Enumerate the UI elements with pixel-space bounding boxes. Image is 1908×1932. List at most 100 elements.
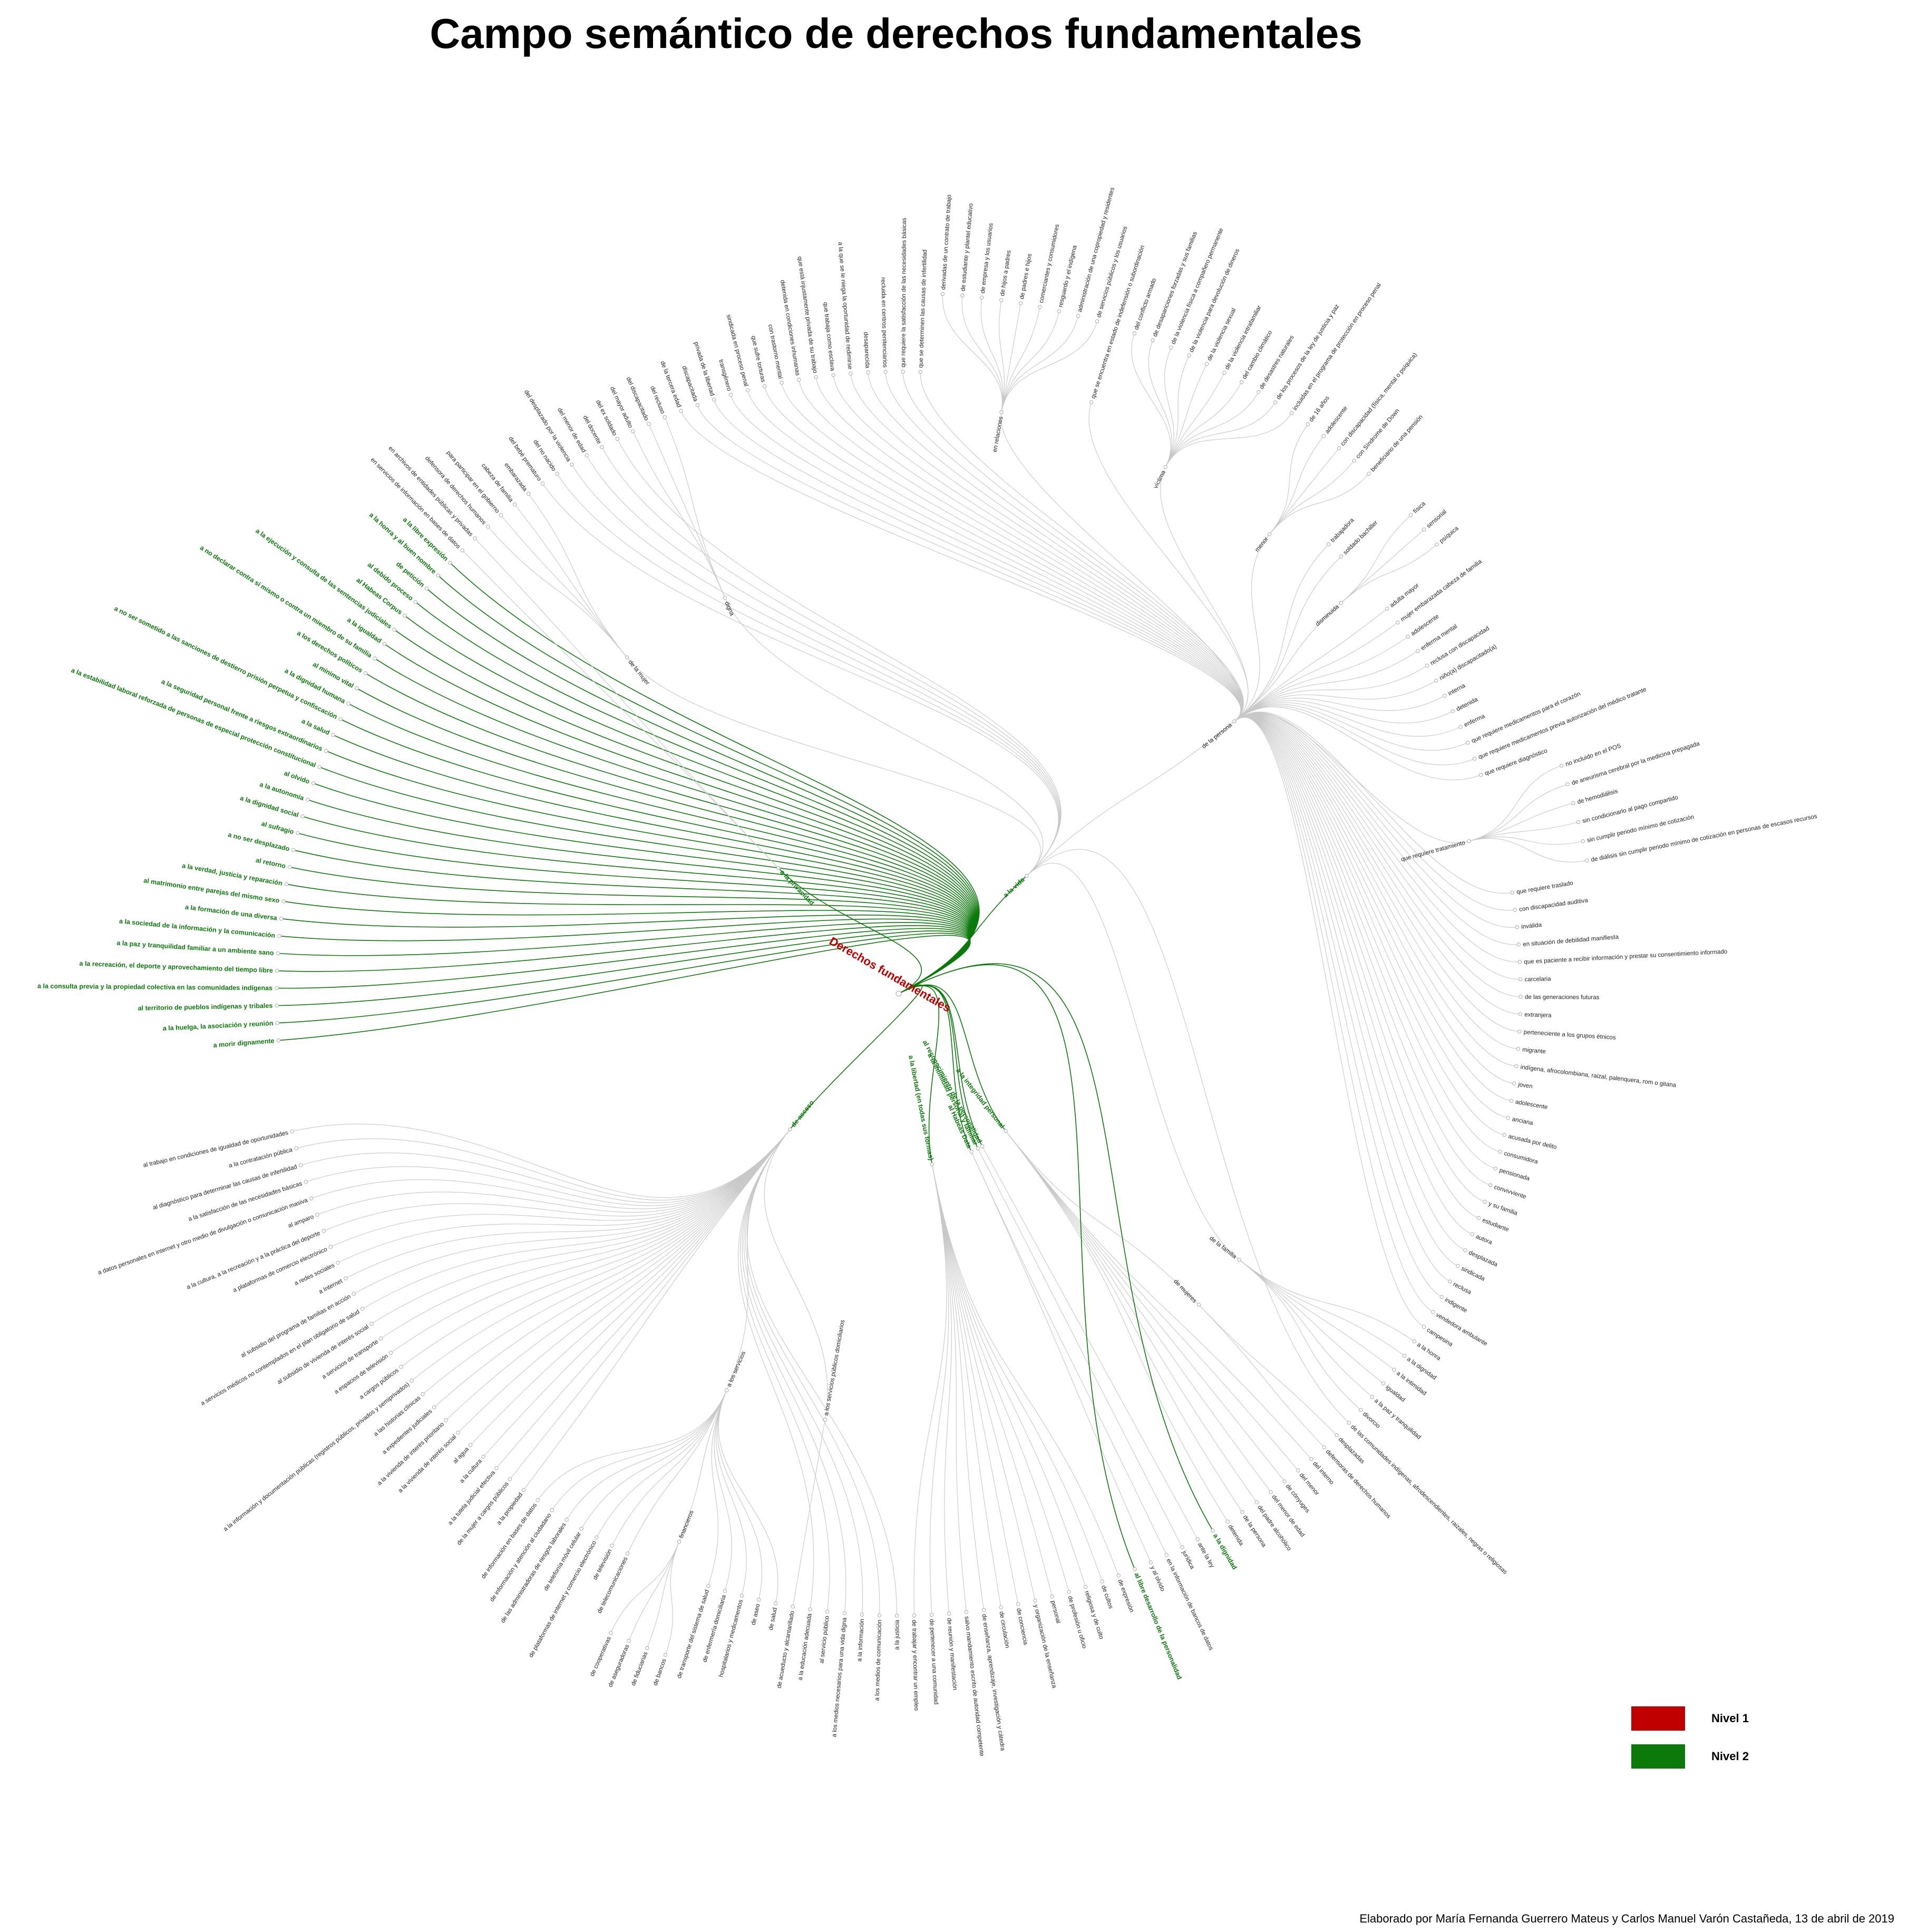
node-derivadas-de-un-contrato-de-trabajo: derivadas de un contrato de trabajo	[940, 195, 952, 296]
node-label: disminuida	[1315, 604, 1341, 628]
node-label: desplazadas	[1337, 1436, 1366, 1465]
node-dot	[756, 1598, 761, 1602]
node-a-la-libertad-en-todas-sus-formas: a la libertad (en todas sus formas)	[907, 1055, 935, 1167]
node-en-servicios-de-informacion-en-bases-de-: en servicios de información en bases de …	[369, 457, 464, 552]
link-de-telefonia-movil-celular	[581, 1390, 727, 1529]
node-del-recluso: del recluso	[649, 385, 667, 420]
node-dot	[964, 1610, 969, 1614]
node-dot	[284, 882, 289, 887]
node-a-los-servicios-publicos-domiciliarios: a los servicios públicos domiciliarios	[823, 1319, 846, 1422]
link-sindicada	[1234, 716, 1458, 1267]
node-label: de telefonía móvil celular	[543, 1531, 582, 1592]
node-de-desapariciones-forzadas-y-sus-familia: de desapariciones forzadas y sus familia…	[1151, 231, 1199, 343]
node-label: a la consulta previa y la propiedad cole…	[37, 983, 272, 992]
node-dot	[424, 586, 429, 591]
link-y-su-familia	[1234, 716, 1485, 1202]
node-dot	[1273, 400, 1278, 404]
link-a-la-cultura	[483, 1129, 791, 1457]
link-de-profesion-u-oficio	[931, 1164, 1069, 1593]
node-label: de la violencia para devolución de diner…	[1189, 248, 1241, 353]
node-dot	[1385, 606, 1389, 611]
node-dot	[1164, 1553, 1169, 1557]
node-label: al trabajo en condiciones de igualdad de…	[142, 1130, 289, 1169]
link-de-la-violencia-sexual	[1165, 364, 1208, 468]
node-de-cooperativas: de cooperativas	[589, 1631, 613, 1677]
node-label: de reunión y manifestación	[946, 1618, 958, 1691]
node-dot	[324, 749, 328, 753]
node-dot	[275, 968, 279, 973]
link-a-la-intimidad	[1239, 1259, 1395, 1370]
node-dot	[309, 1196, 314, 1200]
node-label: a la sociedad de la información y la com…	[119, 917, 275, 939]
node-a-morir-dignamente: a morir dignamente	[213, 1037, 281, 1049]
node-que-trabaja-como-esclava: que trabaja como esclava	[822, 302, 836, 377]
node-a-los-servicios: a los servicios	[725, 1351, 747, 1393]
node-dot	[456, 1431, 460, 1435]
link-de-empresa-y-los-usuarios	[980, 297, 1004, 413]
node-label: al servicio público	[819, 1616, 830, 1664]
node-de-acceso: de acceso	[788, 1099, 815, 1132]
node-de-transporte-del-sistema-de-salud: de transporte del sistema de salud	[676, 1584, 710, 1679]
node-label: en situación de debilidad manifiesta	[1523, 934, 1619, 948]
link-de-padres-e-hijos	[1001, 303, 1021, 413]
node-label: indigente	[1444, 1297, 1468, 1314]
node-dot	[1018, 301, 1023, 306]
legend-label-level2: Nivel 2	[1711, 1750, 1749, 1763]
link-de-bancos	[665, 1541, 679, 1655]
link-que-sufre-torturas	[764, 386, 1242, 722]
link-con-trastorno-mental	[781, 382, 1242, 722]
link-sindicada-en-proceso-penal	[747, 390, 1242, 722]
link-a-los-medios-necesarios-para-una-vida-di	[742, 1129, 846, 1614]
node-label: al amparo	[287, 1213, 315, 1229]
node-dot	[947, 1611, 951, 1616]
node-nino-a-discapacitado-a: niño(a) discapacitado(a)	[1434, 644, 1498, 683]
node-label: de la mujer	[627, 659, 650, 686]
link-que-se-determinen-las-causas-de-infertil	[920, 372, 1244, 722]
node-label: desaparecida	[862, 332, 870, 368]
node-dot	[1422, 1325, 1426, 1329]
node-dot	[728, 393, 733, 397]
link-a-la-honra	[1239, 1259, 1415, 1342]
link-a-la-educacion-adecuada	[738, 1129, 814, 1610]
node-label: de hemodiálisis	[1576, 788, 1619, 805]
node-dot	[1476, 1216, 1481, 1220]
node-dot	[1148, 1560, 1153, 1565]
node-dot	[1571, 801, 1575, 805]
node-transgenero: transgénero	[717, 359, 733, 397]
node-dot	[331, 733, 335, 737]
link-a-los-servicios	[726, 1129, 791, 1391]
node-religiosa-y-de-culto: religiosa y de culto	[1083, 1585, 1104, 1640]
node-dot	[823, 1418, 828, 1422]
node-dot	[1033, 1598, 1037, 1603]
link-de-la-persona	[1026, 721, 1235, 876]
node-label: de expresión	[1116, 1579, 1135, 1614]
link-de-salud	[718, 1390, 778, 1604]
node-dot	[663, 1653, 668, 1657]
node-perteneciente-a-los-grupos-etnicos: perteneciente a los grupos étnicos	[1517, 1029, 1616, 1041]
node-dot	[361, 1307, 365, 1311]
node-label: estudiante	[1481, 1217, 1510, 1233]
link-de-aseguradoras	[628, 1541, 679, 1641]
node-a-internet: a Internet	[318, 1276, 348, 1295]
link-con-sindrome-de-down	[1269, 460, 1355, 535]
node-dot	[1335, 1433, 1339, 1438]
node-en-situacion-de-debilidad-manifiesta: en situación de debilidad manifiesta	[1516, 934, 1619, 948]
node-reclusa-con-discapacidad: reclusa con discapacidad	[1425, 625, 1491, 668]
link-en-archivos-de-entidades-publicas-y-priv	[474, 538, 779, 868]
node-dot	[774, 1601, 778, 1606]
node-dot	[1422, 527, 1426, 532]
node-label: sindicada	[1460, 1266, 1486, 1283]
link-a-la-verdad-justicia-y-reparacion	[286, 884, 971, 994]
node-dot	[421, 1392, 425, 1396]
node-label: a Internet	[318, 1278, 344, 1295]
node-beneficiario-de-una-pension: beneficiario de una pensión	[1367, 414, 1424, 476]
node-label: salvo mandamiento escrito de autoridad c…	[963, 1616, 985, 1756]
node-label: que trabaja como esclava	[822, 302, 836, 372]
node-dot	[894, 1614, 899, 1618]
node-label: a los derechos políticos	[296, 629, 364, 674]
node-dot	[1463, 1248, 1467, 1253]
link-cabeza-de-familia	[514, 504, 628, 658]
node-dot	[352, 1292, 356, 1296]
link-del-desplazado-por-la-violencia	[571, 464, 1060, 876]
